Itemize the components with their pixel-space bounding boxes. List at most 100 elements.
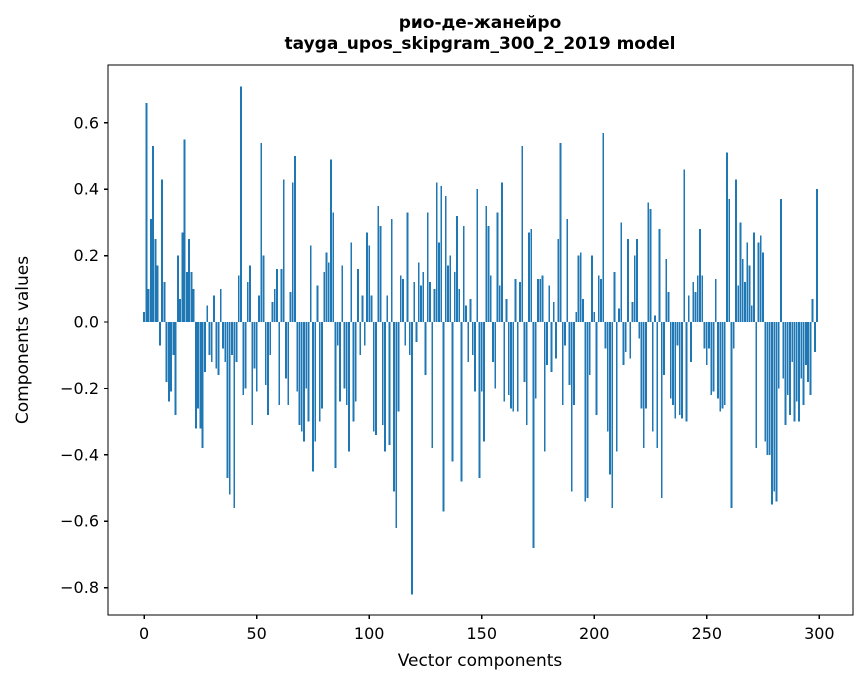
bar xyxy=(577,255,580,323)
bar xyxy=(789,322,791,415)
bar xyxy=(267,322,269,415)
bar xyxy=(714,278,717,323)
bar xyxy=(474,322,476,392)
bar xyxy=(505,298,508,323)
bar xyxy=(595,322,598,415)
bar xyxy=(471,322,474,356)
bar xyxy=(156,265,159,323)
bar xyxy=(395,322,398,528)
bar xyxy=(429,282,431,323)
bar xyxy=(501,182,503,323)
bar xyxy=(188,239,191,323)
bar xyxy=(503,322,506,402)
bar xyxy=(807,322,809,382)
bar xyxy=(375,322,377,435)
bar xyxy=(276,268,278,323)
bar xyxy=(372,322,375,432)
bar xyxy=(773,322,776,492)
bar xyxy=(249,265,251,323)
bar xyxy=(798,322,800,422)
bar xyxy=(370,295,373,323)
bar xyxy=(465,305,467,323)
bar xyxy=(782,322,785,379)
bar xyxy=(336,322,339,346)
bar xyxy=(260,142,263,323)
bar xyxy=(467,322,470,362)
bar xyxy=(696,275,699,323)
bar xyxy=(532,322,535,548)
bar xyxy=(176,255,179,323)
bar xyxy=(622,322,625,366)
bar xyxy=(694,292,697,323)
bar xyxy=(273,288,276,323)
bar xyxy=(645,322,647,409)
bar xyxy=(732,322,735,349)
bar xyxy=(692,282,695,323)
bar xyxy=(579,252,582,323)
bar xyxy=(381,322,384,425)
bar xyxy=(746,242,749,323)
bar xyxy=(462,225,465,323)
bar xyxy=(777,322,780,389)
bar xyxy=(451,322,454,462)
bar xyxy=(386,295,389,323)
bar xyxy=(510,322,512,409)
bar xyxy=(264,322,267,386)
bar xyxy=(190,272,193,323)
bar xyxy=(460,322,463,482)
bar xyxy=(744,282,746,323)
bar xyxy=(231,322,233,356)
y-tick-label: 0.0 xyxy=(74,313,99,332)
bar xyxy=(726,152,728,323)
y-tick-label: −0.8 xyxy=(60,578,99,597)
bar xyxy=(222,322,224,349)
bar xyxy=(334,322,337,469)
bar xyxy=(478,322,481,479)
bar xyxy=(674,322,677,419)
bar xyxy=(296,322,299,392)
bar xyxy=(514,278,517,323)
bar xyxy=(678,322,681,415)
bar xyxy=(804,322,807,366)
bar xyxy=(649,209,652,323)
bar xyxy=(411,322,413,595)
bar xyxy=(210,322,213,362)
x-tick-label: 300 xyxy=(804,624,835,643)
bar xyxy=(447,265,449,323)
bar xyxy=(321,322,323,409)
bar xyxy=(681,322,683,419)
bar xyxy=(555,322,557,359)
bar xyxy=(539,278,542,323)
chart-title-line2: tayga_upos_skipgram_300_2_2019 model xyxy=(285,34,676,54)
bar xyxy=(305,322,308,389)
bar xyxy=(557,239,560,323)
bar xyxy=(764,322,767,442)
bar xyxy=(784,322,787,425)
bar xyxy=(287,322,290,406)
bar xyxy=(354,322,357,402)
bar xyxy=(172,322,175,356)
bar xyxy=(435,182,438,323)
bar xyxy=(242,322,245,396)
bar xyxy=(388,322,391,445)
bar xyxy=(217,322,220,376)
y-tick-label: −0.6 xyxy=(60,512,99,531)
bar xyxy=(795,322,798,402)
bar xyxy=(496,212,499,323)
bar xyxy=(426,212,429,323)
bar xyxy=(687,295,690,323)
bar xyxy=(771,322,773,505)
bar xyxy=(431,322,434,449)
bar xyxy=(629,322,632,359)
bar xyxy=(149,219,152,323)
bar xyxy=(523,322,526,382)
bar xyxy=(636,239,638,323)
bar xyxy=(658,229,661,323)
bar xyxy=(285,322,287,379)
bar xyxy=(570,322,573,492)
bar xyxy=(154,239,157,323)
bar xyxy=(379,225,382,323)
bar xyxy=(550,322,553,372)
bar xyxy=(167,322,170,402)
